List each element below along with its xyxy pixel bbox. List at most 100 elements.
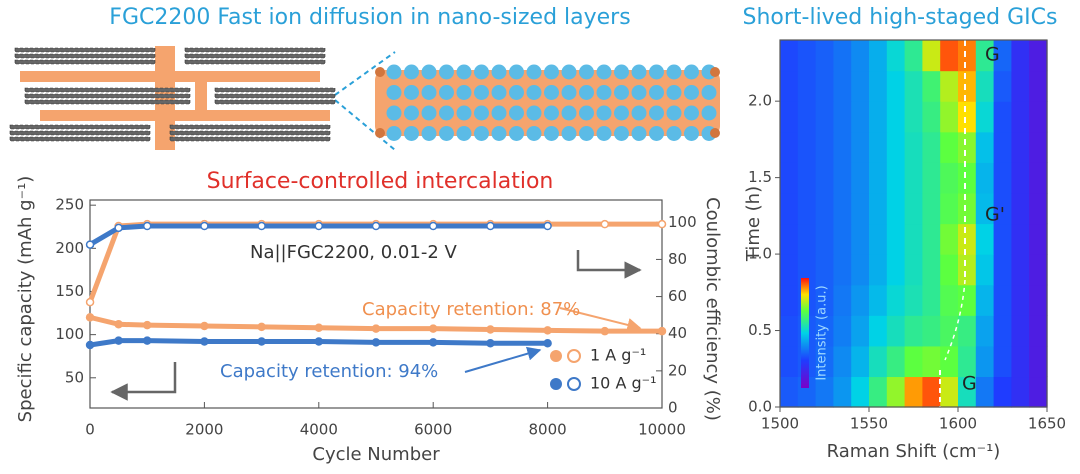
heat-cell <box>958 315 977 347</box>
heat-cell <box>869 315 888 347</box>
x-tick-label: 10000 <box>638 421 686 439</box>
ion <box>526 64 542 80</box>
ion <box>666 85 682 100</box>
capacity-point <box>600 326 610 336</box>
heat-cell <box>797 192 817 225</box>
ion <box>631 126 647 141</box>
heat-cell <box>922 223 941 255</box>
heat-cell <box>975 315 995 347</box>
heat-cell <box>851 131 870 163</box>
heat-cell <box>869 376 888 408</box>
ce-point <box>142 221 152 231</box>
series-line <box>88 223 548 247</box>
legend-label: 1 A g⁻¹ <box>590 346 646 365</box>
heat-cell <box>940 315 959 347</box>
heat-cell <box>993 70 1012 102</box>
ion <box>684 85 699 100</box>
heat-cell <box>975 254 995 286</box>
heat-cell <box>1011 345 1030 378</box>
heat-cell <box>797 70 817 102</box>
y2-tick-label: 20 <box>668 361 687 379</box>
ion <box>474 85 489 100</box>
colorbar <box>801 278 809 388</box>
ion <box>544 64 559 80</box>
capacity-point <box>257 337 266 346</box>
x-tick-label: 0 <box>85 421 95 439</box>
heat-cell <box>975 70 995 102</box>
heat-cell <box>869 40 888 72</box>
heat-cell <box>886 131 906 163</box>
series-line <box>89 338 548 348</box>
ion-end <box>710 128 720 138</box>
heat-cell <box>833 162 852 194</box>
ion <box>456 85 472 100</box>
heat-cell <box>1011 376 1030 408</box>
heat-cell <box>886 254 906 286</box>
heat-cell <box>993 40 1012 72</box>
heat-cell <box>940 223 959 255</box>
capacity-point <box>428 338 438 347</box>
ion <box>404 64 419 80</box>
heat-cell <box>904 192 923 225</box>
heat-cell <box>975 131 995 163</box>
y2-tick-label: 0 <box>668 399 678 417</box>
heat-cell <box>869 284 888 316</box>
heat-cell <box>958 376 977 408</box>
heat-cell <box>958 345 977 378</box>
x-tick-label: 1650 <box>1028 415 1066 433</box>
heat-cell <box>993 192 1012 225</box>
x-tick-label: 1550 <box>850 415 888 433</box>
capacity-point <box>85 313 95 322</box>
ion <box>491 85 507 100</box>
heat-cell <box>886 223 906 255</box>
ion-end <box>375 128 385 138</box>
ion <box>421 85 437 100</box>
ion <box>561 64 577 80</box>
x-tick-label: 8000 <box>529 421 567 439</box>
ion <box>526 126 542 141</box>
ion <box>404 126 419 141</box>
plot-frame <box>779 39 1048 408</box>
heat-cell <box>833 70 852 102</box>
capacity-point <box>314 323 324 332</box>
heat-cell <box>815 101 834 133</box>
heat-cell <box>975 40 995 72</box>
ion <box>666 105 682 121</box>
ion <box>596 126 612 141</box>
heat-cell <box>780 315 799 347</box>
heat-cell <box>797 40 817 72</box>
heat-cell <box>1011 315 1030 347</box>
y-tick-label: 150 <box>55 282 84 300</box>
heat-cell <box>851 40 870 72</box>
heat-cell <box>833 101 852 133</box>
schematic <box>9 46 720 151</box>
heat-cell <box>940 101 959 133</box>
heat-cell <box>815 192 834 225</box>
ion <box>579 85 594 100</box>
heat-cell <box>940 162 959 194</box>
heat-cell <box>1011 223 1030 255</box>
ce-point <box>314 221 324 231</box>
heat-cell <box>904 376 923 408</box>
heat-cell <box>851 101 870 133</box>
heat-cell <box>922 40 941 72</box>
ion <box>421 105 437 121</box>
heat-cell <box>815 376 834 408</box>
heat-cell <box>780 70 799 102</box>
heat-cell <box>833 192 852 225</box>
heat-cell <box>904 40 923 72</box>
axis-arrow <box>576 250 642 279</box>
heat-cell <box>922 284 941 316</box>
heat-cell <box>904 284 923 316</box>
heat-cell <box>886 376 906 408</box>
ce-point <box>85 240 95 249</box>
capacity-point <box>142 336 152 345</box>
ce-point <box>543 221 552 231</box>
ion <box>491 105 507 121</box>
heat-cell <box>815 223 834 255</box>
heat-cell <box>851 254 870 286</box>
ion <box>631 105 647 121</box>
graphene-layer <box>14 59 156 65</box>
ion <box>456 105 472 121</box>
